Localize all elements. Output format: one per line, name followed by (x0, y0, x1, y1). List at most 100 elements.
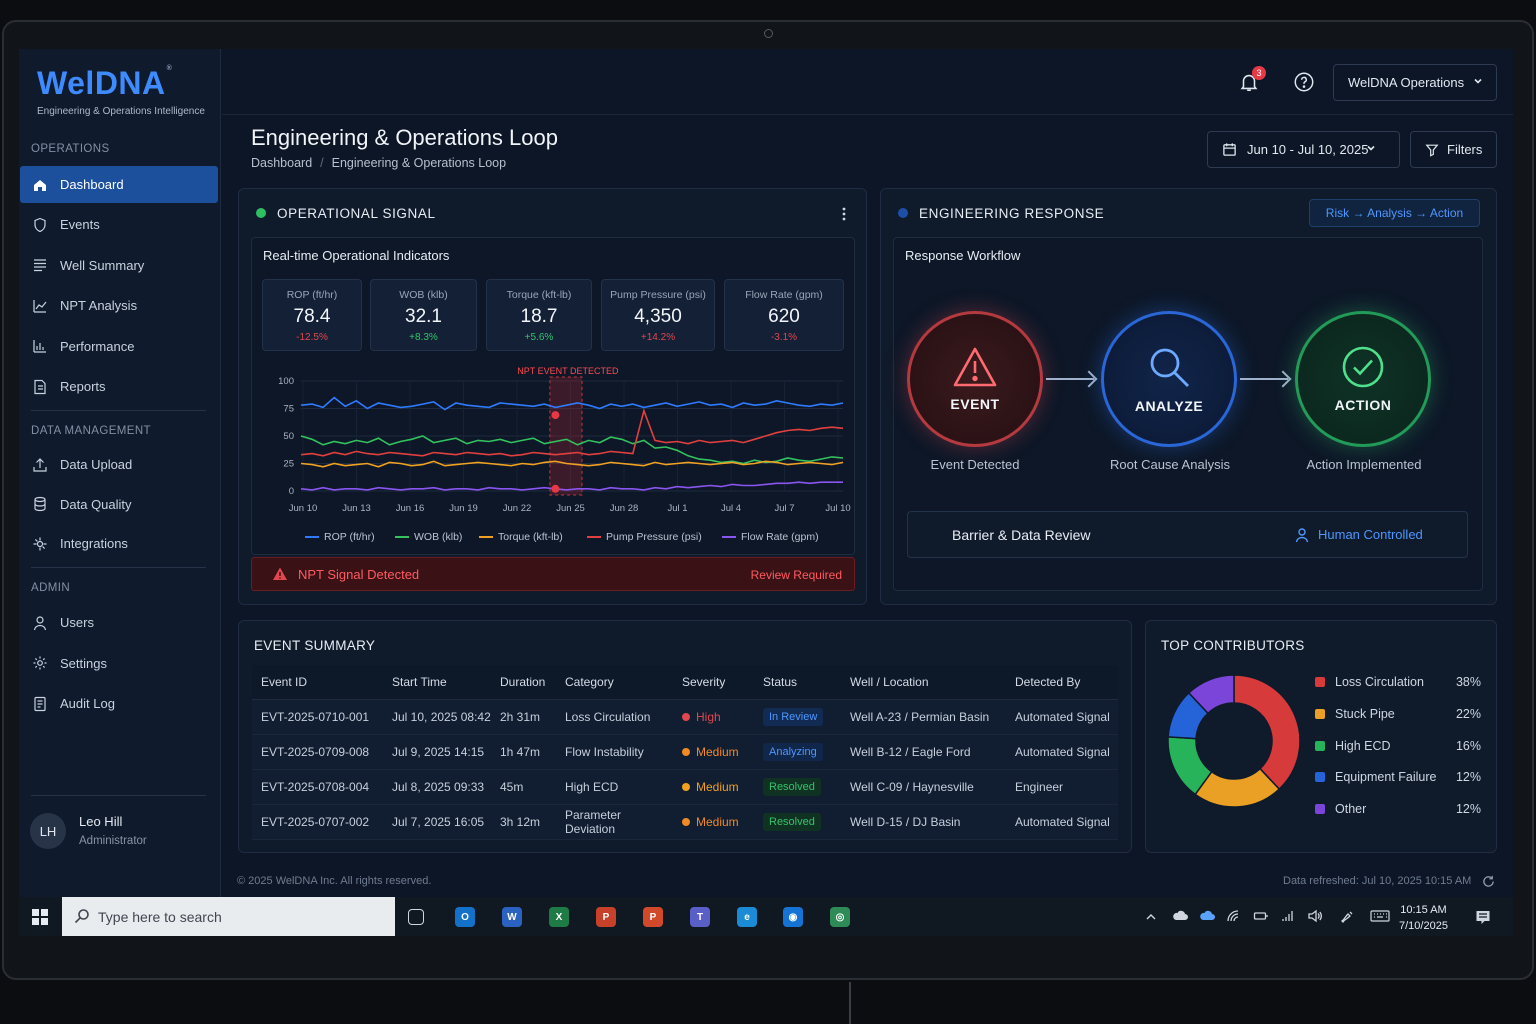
breadcrumb: Dashboard / Engineering & Operations Loop (251, 156, 506, 170)
volume-icon[interactable] (1307, 909, 1323, 923)
network-icon[interactable] (1280, 909, 1296, 923)
avatar[interactable]: LH (30, 813, 66, 849)
task-view-icon[interactable] (408, 909, 424, 925)
notification-center-icon[interactable] (1475, 909, 1491, 925)
wifi-icon[interactable] (1226, 909, 1242, 923)
upload-icon (33, 457, 47, 472)
barrier-data-review[interactable]: Barrier & Data Review Human Controlled (907, 511, 1468, 558)
filters-button[interactable]: Filters (1410, 131, 1497, 168)
onedrive-icon[interactable] (1199, 909, 1215, 923)
duration: 3h 12m (491, 804, 556, 840)
help-icon[interactable] (1293, 71, 1315, 93)
event-marker[interactable] (551, 411, 560, 420)
column-header[interactable]: Severity (673, 665, 754, 700)
sidebar-item-audit-log[interactable]: Audit Log (20, 685, 218, 722)
column-header[interactable]: Category (556, 665, 673, 700)
breadcrumb-dashboard[interactable]: Dashboard (251, 156, 313, 170)
teams-icon[interactable]: T (690, 907, 710, 927)
column-header[interactable]: Detected By (1006, 665, 1118, 700)
legend-label[interactable]: WOB (klb) (414, 531, 462, 543)
org-select[interactable]: WelDNA Operations (1333, 64, 1497, 101)
table-row[interactable]: EVT-2025-0710-001 Jul 10, 2025 08:42 2h 31… (252, 699, 1118, 735)
more-vertical-icon[interactable] (838, 206, 850, 222)
outlook-icon[interactable]: O (455, 907, 475, 927)
sidebar-item-events[interactable]: Events (20, 206, 218, 243)
legend-item[interactable]: Loss Circulation 38% (1315, 675, 1481, 689)
cloud-icon[interactable] (1172, 909, 1188, 923)
legend-percent: 12% (1455, 770, 1481, 785)
windows-start-icon[interactable] (32, 909, 48, 925)
chrome-icon[interactable]: ◎ (830, 907, 850, 927)
search-icon (74, 909, 89, 924)
kpi-card[interactable]: Pump Pressure (psi) 4,350 +14.2% (601, 279, 715, 351)
sidebar-item-integrations[interactable]: Integrations (20, 525, 218, 562)
azure-icon[interactable]: ◉ (783, 907, 803, 927)
kpi-card[interactable]: ROP (ft/hr) 78.4 -12.5% (262, 279, 362, 351)
word-icon[interactable]: W (502, 907, 522, 927)
x-tick-label: Jul 4 (721, 503, 741, 514)
table-row[interactable]: EVT-2025-0709-008 Jul 9, 2025 14:15 1h 47m… (252, 734, 1118, 770)
battery-icon[interactable] (1253, 909, 1269, 923)
legend-item[interactable]: Equipment Failure 12% (1315, 770, 1481, 784)
legend-label: Other (1335, 802, 1367, 817)
sidebar-item-users[interactable]: Users (20, 604, 218, 641)
column-header[interactable]: Well / Location (841, 665, 1006, 700)
sidebar-item-data-upload[interactable]: Data Upload (20, 446, 218, 483)
taskbar-clock[interactable]: 10:15 AM 7/10/2025 (1399, 902, 1448, 934)
risk-analysis-action-pill[interactable]: Risk → Analysis → Action (1309, 199, 1480, 227)
sidebar-item-reports[interactable]: Reports (20, 368, 218, 405)
category: Loss Circulation (556, 699, 673, 735)
sidebar-item-data-quality[interactable]: Data Quality (20, 486, 218, 523)
powerpoint-online-icon[interactable]: P (643, 907, 663, 927)
table-row[interactable]: EVT-2025-0708-004 Jul 8, 2025 09:33 45m Hig… (252, 769, 1118, 805)
table-row[interactable]: EVT-2025-0707-002 Jul 7, 2025 16:05 3h 12m… (252, 804, 1118, 840)
date-range-picker[interactable]: Jun 10 - Jul 10, 2025 (1207, 131, 1400, 168)
legend-label[interactable]: Flow Rate (gpm) (741, 531, 819, 543)
legend-swatch (1315, 708, 1325, 719)
edge-icon[interactable]: e (737, 907, 757, 927)
legend-label[interactable]: Torque (kft-lb) (498, 531, 563, 543)
donut-slice-other[interactable] (1187, 674, 1235, 715)
section-label-data-management: DATA MANAGEMENT (31, 425, 151, 437)
chevron-up-icon[interactable] (1145, 911, 1157, 923)
legend-label[interactable]: ROP (ft/hr) (324, 531, 375, 543)
column-header[interactable]: Event ID (252, 665, 383, 700)
legend-item[interactable]: Stuck Pipe 22% (1315, 707, 1481, 721)
sidebar-item-npt-analysis[interactable]: NPT Analysis (20, 287, 218, 324)
review-required-link[interactable]: Review Required (750, 568, 842, 582)
legend-label[interactable]: Pump Pressure (psi) (606, 531, 702, 543)
sidebar-item-well-summary[interactable]: Well Summary (20, 247, 218, 284)
event-id: EVT-2025-0709-008 (252, 734, 383, 770)
filters-label: Filters (1447, 142, 1483, 157)
action-step[interactable]: ACTION (1295, 311, 1431, 447)
event-marker[interactable] (551, 484, 560, 493)
event-step[interactable]: EVENT (907, 311, 1043, 447)
column-header[interactable]: Status (754, 665, 841, 700)
start-time: Jul 7, 2025 16:05 (383, 804, 491, 840)
analyze-step[interactable]: ANALYZE (1101, 311, 1237, 447)
series-line-4 (300, 481, 843, 491)
legend-item[interactable]: High ECD 16% (1315, 739, 1481, 753)
kpi-card[interactable]: Torque (kft-lb) 18.7 +5.6% (486, 279, 592, 351)
donut-slice-loss-circulation[interactable] (1233, 674, 1301, 791)
legend-item[interactable]: Other 12% (1315, 802, 1481, 816)
sidebar-item-label: Dashboard (60, 177, 124, 192)
sidebar-item-performance[interactable]: Performance (20, 328, 218, 365)
excel-icon[interactable]: X (549, 907, 569, 927)
series-line-2 (300, 460, 844, 468)
column-header[interactable]: Duration (491, 665, 556, 700)
kpi-card[interactable]: Flow Rate (gpm) 620 -3.1% (724, 279, 844, 351)
refresh-icon[interactable] (1482, 875, 1495, 888)
column-header[interactable]: Start Time (383, 665, 491, 700)
sidebar-divider (31, 567, 206, 568)
keyboard-icon[interactable] (1370, 909, 1390, 923)
sidebar-item-dashboard[interactable]: Dashboard (20, 166, 218, 203)
sidebar-item-settings[interactable]: Settings (20, 645, 218, 682)
taskbar-search[interactable]: Type here to search (62, 897, 395, 936)
logo[interactable]: WelDNA® (37, 65, 173, 101)
bell-icon[interactable] (1238, 71, 1260, 93)
powerpoint-icon[interactable]: P (596, 907, 616, 927)
npt-alert-bar[interactable]: NPT Signal Detected Review Required (251, 557, 855, 591)
kpi-card[interactable]: WOB (klb) 32.1 +8.3% (370, 279, 477, 351)
pen-icon[interactable] (1339, 909, 1355, 923)
